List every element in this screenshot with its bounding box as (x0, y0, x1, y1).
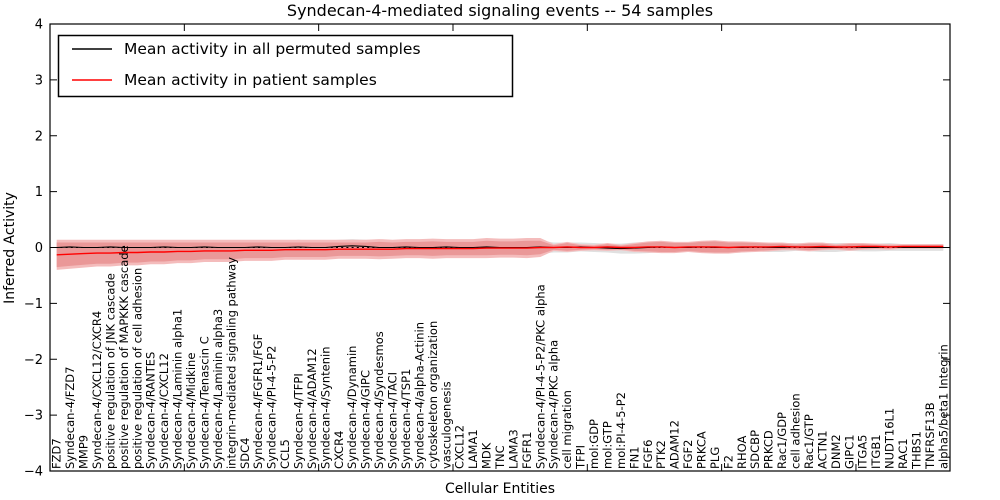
chart-title: Syndecan-4-mediated signaling events -- … (287, 1, 713, 20)
x-category-label: RHOA (735, 436, 749, 469)
x-category-label: Syndecan-4/GIPC (359, 370, 373, 469)
x-category-label: Syndecan-4/alpha-Actinin (412, 322, 426, 469)
x-category-label: alpha5/beta1 Integrin (936, 344, 950, 469)
legend-label-permuted: Mean activity in all permuted samples (124, 40, 421, 58)
x-category-label: FZD7 (50, 438, 64, 469)
x-category-label: FN1 (627, 446, 641, 469)
y-tick-label: −1 (24, 297, 43, 312)
x-category-label: Syndecan-4/CXCL12 (157, 353, 171, 469)
y-axis-label: Inferred Activity (2, 192, 18, 304)
x-category-label: PRKCD (762, 430, 776, 469)
y-tick-label: 4 (35, 18, 43, 33)
x-category-label: CCL5 (278, 439, 292, 469)
x-category-label: Rac1/GDP (775, 412, 789, 469)
x-category-label: FGF6 (641, 440, 655, 469)
x-category-label: TNC (493, 445, 507, 470)
x-axis-label: Cellular Entities (445, 481, 555, 497)
x-category-label: LAMA3 (506, 429, 520, 469)
x-category-label: cytoskeleton organization (426, 321, 440, 469)
x-category-label: FGF2 (681, 440, 695, 469)
x-category-label: SDC4 (238, 437, 252, 469)
x-category-label: ITGA5 (856, 434, 870, 469)
legend-label-patient: Mean activity in patient samples (124, 71, 377, 89)
x-category-label: THBS1 (909, 431, 923, 470)
y-tick-label: 3 (35, 73, 43, 88)
x-category-label: Syndecan-4/Syntenin (318, 346, 332, 469)
x-category-label: Syndecan-4/TSP1 (399, 369, 413, 469)
x-category-label: TFPI (574, 445, 588, 470)
x-category-label: positive regulation of MAPKKK cascade (117, 245, 131, 469)
x-category-label: mol:GTP (600, 421, 614, 469)
y-tick-label: −4 (24, 465, 43, 480)
x-category-label: CXCL12 (453, 425, 467, 469)
x-category-label: ITGB1 (869, 434, 883, 469)
y-tick-label: 1 (35, 185, 43, 200)
x-category-label: positive regulation of cell adhesion (130, 268, 144, 469)
x-category-label: Syndecan-4/RANTES (144, 352, 158, 469)
x-category-label: Syndecan-4/Laminin alpha3 (211, 309, 225, 469)
y-tick-label: 2 (35, 129, 43, 144)
x-category-label: Syndecan-4/FZD7 (63, 367, 77, 469)
y-tick-label: −3 (24, 409, 43, 424)
y-tick-label: −2 (24, 353, 43, 368)
x-category-label: Syndecan-4/PI-4-5-P2/PKC alpha (533, 284, 547, 469)
y-tick-label: 0 (35, 241, 43, 256)
x-category-label: TNFRSF13B (923, 402, 937, 470)
x-category-label: cell adhesion (789, 393, 803, 469)
patient-range-inner-band (56, 240, 944, 268)
x-category-label: Syndecan-4/TFPI (292, 373, 306, 469)
x-category-label: Syndecan-4/Laminin alpha1 (171, 309, 185, 469)
x-category-label: mol:GDP (587, 419, 601, 469)
x-category-label: SDCBP (748, 430, 762, 469)
x-category-label: Syndecan-4/Dynamin (345, 346, 359, 469)
x-category-label: PRKCA (694, 431, 708, 469)
x-category-label: FGFR1 (520, 432, 534, 469)
patient-mean-line (56, 245, 944, 256)
x-category-label: Syndecan-4/PKC alpha (547, 340, 561, 469)
x-category-label: Syndecan-4/PI-4-5-P2 (265, 346, 279, 469)
x-category-label: vasculogenesis (439, 381, 453, 469)
legend: Mean activity in all permuted samples Me… (57, 34, 514, 98)
x-category-label: cell migration (560, 390, 574, 469)
x-category-label: Syndecan-4/FGFR1/FGF (251, 334, 265, 469)
x-category-label: MMP9 (77, 435, 91, 469)
x-category-label: Syndecan-4/TACI (386, 372, 400, 469)
x-category-label: ACTN1 (815, 430, 829, 469)
x-category-label: GIPC1 (842, 434, 856, 469)
x-category-label: integrin-mediated signaling pathway (224, 257, 238, 469)
legend-box (57, 34, 514, 98)
x-category-label: Syndecan-4/Tenascin C (197, 336, 211, 469)
x-category-label: RAC1 (896, 438, 910, 469)
x-category-label: NUDT16L1 (883, 408, 897, 469)
x-category-label: DNM2 (829, 434, 843, 469)
x-category-label: CXCR4 (332, 431, 346, 469)
x-category-label: LAMA1 (466, 429, 480, 469)
x-category-label: Syndecan-4/Midkine (184, 353, 198, 469)
x-category-label: Rac1/GTP (802, 414, 816, 469)
x-category-label: positive regulation of JNK cascade (103, 273, 117, 469)
x-category-label: F2 (721, 455, 735, 469)
x-category-label: MDK (480, 442, 494, 469)
x-category-label: Syndecan-4/ADAM12 (305, 348, 319, 469)
x-category-label: Syndecan-4/Syndesmos (372, 331, 386, 469)
x-category-label: PTK2 (654, 440, 668, 469)
x-category-label: ADAM12 (668, 420, 682, 469)
x-category-label: Syndecan-4/CXCL12/CXCR4 (90, 311, 104, 469)
x-category-label: mol:PI-4-5-P2 (614, 392, 628, 469)
x-category-label: PLG (708, 447, 722, 469)
